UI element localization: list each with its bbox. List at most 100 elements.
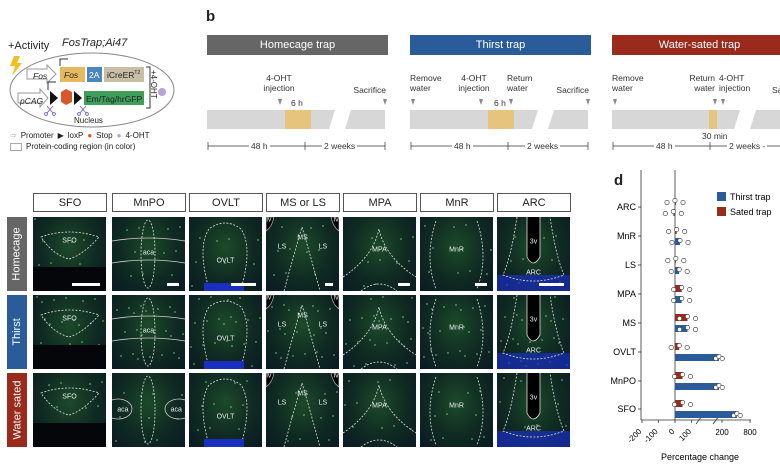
labeled-cell <box>353 365 355 367</box>
timeline-header: Homecage trap <box>207 35 388 55</box>
labeled-cell <box>201 405 203 407</box>
labeled-cell <box>97 405 99 407</box>
labeled-cell <box>430 349 432 351</box>
labeled-cell <box>365 363 367 365</box>
scale-bar <box>398 283 410 286</box>
labeled-cell <box>40 342 42 344</box>
labeled-cell <box>517 343 519 345</box>
labeled-cell <box>178 357 180 359</box>
data-point <box>687 298 693 304</box>
duration-label: 2 weeks <box>322 141 358 151</box>
data-point <box>680 372 686 378</box>
labeled-cell <box>324 393 326 395</box>
micrograph-mnr: MnR <box>420 217 493 291</box>
labeled-cell <box>381 427 383 429</box>
labeled-cell <box>202 344 204 346</box>
labeled-cell <box>439 330 441 332</box>
labeled-cell <box>287 440 289 442</box>
bar-thirst-trap <box>675 383 719 390</box>
data-point <box>676 343 682 349</box>
labeled-cell <box>459 350 461 352</box>
labeled-cell <box>299 438 301 440</box>
labeled-cell <box>123 392 125 394</box>
labeled-cell <box>484 305 486 307</box>
stop-icon <box>61 89 72 105</box>
data-point <box>668 345 674 351</box>
labeled-cell <box>79 263 81 265</box>
labeled-cell <box>141 334 143 336</box>
window-label: 30 min <box>702 131 728 141</box>
labeled-cell <box>253 263 255 265</box>
coding-region-icon <box>10 142 22 151</box>
oht-icon: ● <box>116 131 122 140</box>
labeled-cell <box>557 403 559 405</box>
data-point <box>665 258 671 264</box>
timeline-bar <box>410 99 590 150</box>
labeled-cell <box>235 321 237 323</box>
micrograph-arc: 3v ARC <box>497 373 570 447</box>
scissors-icon <box>44 105 56 116</box>
labeled-cell <box>320 417 322 419</box>
labeled-cell <box>475 414 477 416</box>
micrograph-mnpo: aca <box>112 295 185 369</box>
labeled-cell <box>434 415 436 417</box>
region-label: lv <box>333 373 339 380</box>
region-label: MS <box>297 312 308 320</box>
micrograph-arc: 3v ARC <box>497 295 570 369</box>
x-tick-label: 200 <box>715 428 729 437</box>
timeline-bar <box>612 99 780 150</box>
x-tick-label: 800 <box>743 428 757 437</box>
region-label: aca <box>142 327 155 335</box>
labeled-cell <box>313 334 315 336</box>
labeled-cell <box>153 332 155 334</box>
labeled-cell <box>349 319 351 321</box>
labeled-cell <box>469 270 471 272</box>
labeled-cell <box>472 307 474 309</box>
row-label: Water sated <box>7 373 27 447</box>
labeled-cell <box>500 340 502 342</box>
lightning-icon <box>10 56 22 76</box>
fos-promoter-label: Fos <box>33 71 48 81</box>
column-header: MnPO <box>112 193 186 212</box>
timeline-segment <box>207 110 335 129</box>
timeline-event-label: Return water <box>689 73 715 93</box>
region-label: LS <box>277 399 287 407</box>
data-point <box>682 228 688 234</box>
x-tick-label: -200 <box>626 427 644 445</box>
bar-thirst-trap <box>675 238 681 245</box>
bracket <box>146 66 151 109</box>
labeled-cell <box>524 426 526 428</box>
region-label: MPA <box>372 324 387 332</box>
labeled-cell <box>408 260 410 262</box>
labeled-cell <box>499 401 501 403</box>
labeled-cell <box>101 381 103 383</box>
labeled-cell <box>565 425 567 427</box>
labeled-cell <box>283 304 285 306</box>
labeled-cell <box>142 273 144 275</box>
region-label: lv <box>266 373 272 380</box>
labeled-cell <box>273 274 275 276</box>
promoter-arrow-icon: ⇨ <box>10 131 17 140</box>
labeled-cell <box>389 379 391 381</box>
labeled-cell <box>541 339 543 341</box>
labeled-cell <box>370 298 372 300</box>
timeline-event-label: Remove water <box>612 73 644 93</box>
timeline-event-label: Sacrifice <box>353 85 386 95</box>
labeled-cell <box>34 218 36 220</box>
labeled-cell <box>435 354 437 356</box>
timeline-header: Water-sated trap <box>612 35 780 55</box>
labeled-cell <box>289 248 291 250</box>
labeled-cell <box>210 296 212 298</box>
region-label: SFO <box>62 237 77 245</box>
labeled-cell <box>463 326 465 328</box>
labeled-cell <box>216 240 218 242</box>
data-point <box>684 345 690 351</box>
labeled-cell <box>161 354 163 356</box>
loxp-icon <box>50 91 58 105</box>
labeled-cell <box>457 272 459 274</box>
column-header: MS or LS <box>266 193 340 212</box>
bar-sated-trap <box>675 400 683 407</box>
labeled-cell <box>78 324 80 326</box>
timeline-segment <box>612 110 740 129</box>
labeled-cell <box>378 320 380 322</box>
